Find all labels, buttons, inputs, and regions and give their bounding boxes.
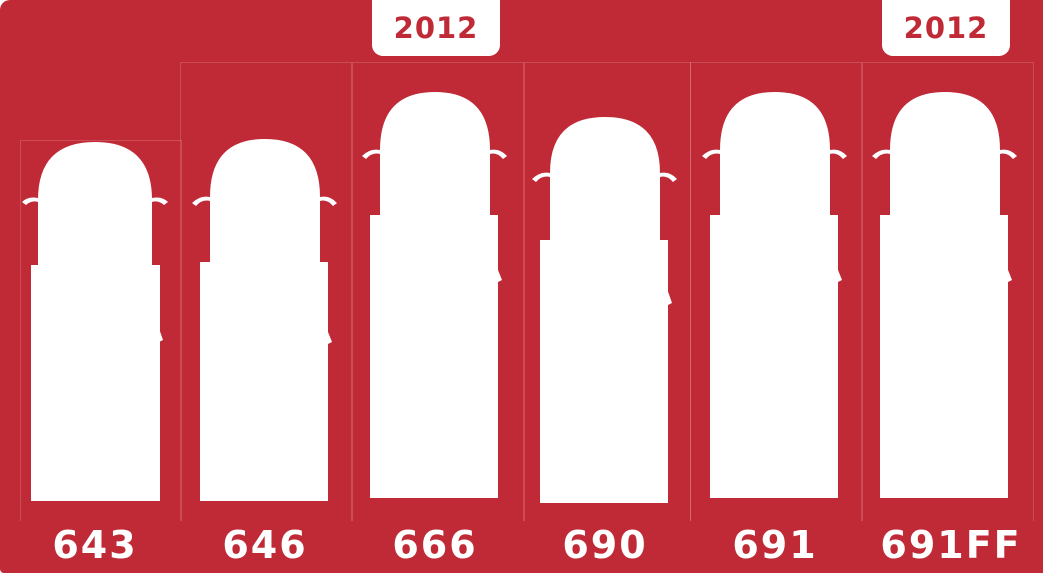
model-label-text: 666 — [392, 523, 478, 567]
model-label-646: 646 — [190, 522, 340, 568]
frame-646 — [180, 62, 352, 521]
model-label-643: 643 — [20, 522, 170, 568]
frame-691ff — [862, 62, 1034, 521]
model-label-text: 691 — [732, 523, 818, 567]
model-label-text: 643 — [52, 523, 138, 567]
van-silhouette-643 — [20, 140, 170, 502]
van-silhouette-691ff — [870, 90, 1020, 500]
van-silhouette-646 — [190, 137, 340, 502]
frame-691 — [690, 62, 862, 521]
van-silhouette-690 — [530, 115, 680, 505]
model-label-text: 691FF — [880, 523, 1022, 567]
frame-690 — [524, 62, 691, 521]
van-silhouette-666 — [360, 90, 510, 500]
van-silhouette-691 — [700, 90, 850, 500]
year-tab-label: 2012 — [393, 11, 479, 45]
year-tab-666: 2012 — [372, 0, 500, 56]
model-label-691: 691 — [700, 522, 850, 568]
year-tab-691ff: 2012 — [882, 0, 1010, 56]
frame-643 — [20, 140, 182, 521]
year-tab-label: 2012 — [903, 11, 989, 45]
frame-666 — [352, 62, 524, 521]
model-label-text: 646 — [222, 523, 308, 567]
model-label-691ff: 691FF — [866, 522, 1036, 568]
model-label-666: 666 — [360, 522, 510, 568]
model-label-690: 690 — [530, 522, 680, 568]
model-label-text: 690 — [562, 523, 648, 567]
